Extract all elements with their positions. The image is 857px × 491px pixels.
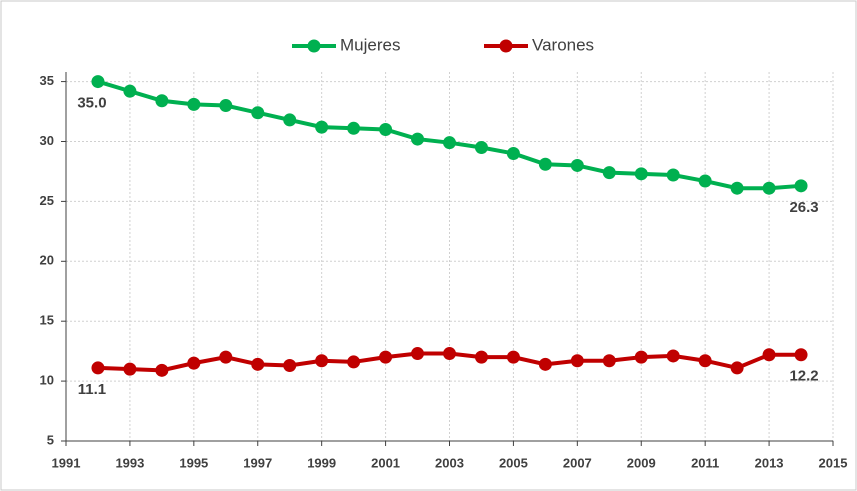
data-point <box>347 121 361 135</box>
data-point <box>570 158 584 172</box>
data-point <box>219 350 233 364</box>
x-tick-label: 1997 <box>243 455 272 470</box>
y-tick-label: 25 <box>40 193 54 208</box>
data-point <box>123 362 137 376</box>
data-point <box>155 94 169 108</box>
data-point <box>666 349 680 363</box>
data-point <box>187 356 201 370</box>
data-point <box>698 354 712 368</box>
x-tick-label: 1995 <box>179 455 208 470</box>
data-point <box>730 361 744 375</box>
data-point <box>698 174 712 188</box>
data-point <box>443 347 456 361</box>
data-point <box>634 167 648 181</box>
data-point <box>379 123 393 137</box>
data-point <box>570 354 584 368</box>
data-point <box>411 132 425 146</box>
data-point <box>91 361 105 375</box>
y-tick-label: 35 <box>40 73 54 88</box>
data-label: 35.0 <box>77 95 106 112</box>
data-point <box>474 140 488 154</box>
data-point <box>602 166 616 180</box>
y-tick-label: 30 <box>40 133 54 148</box>
data-point <box>474 350 488 364</box>
data-point <box>379 350 393 364</box>
data-point <box>315 354 329 368</box>
data-point <box>283 113 297 127</box>
x-tick-label: 2011 <box>691 455 719 470</box>
x-tick-label: 2005 <box>499 455 528 470</box>
x-tick-label: 1991 <box>52 455 81 470</box>
y-tick-label: 10 <box>40 373 54 388</box>
y-tick-label: 5 <box>47 432 54 447</box>
data-point <box>91 75 105 89</box>
legend-marker <box>307 39 321 53</box>
x-tick-label: 2015 <box>819 455 848 470</box>
data-point <box>443 136 456 150</box>
data-label: 26.3 <box>789 199 818 216</box>
y-tick-label: 20 <box>40 253 54 268</box>
data-label: 12.2 <box>789 368 818 385</box>
data-point <box>347 355 361 369</box>
x-tick-label: 2007 <box>563 455 592 470</box>
data-point <box>283 359 297 373</box>
data-point <box>155 363 169 377</box>
data-label: 11.1 <box>78 381 106 398</box>
data-point <box>506 146 520 160</box>
data-point <box>666 168 680 182</box>
data-point <box>506 350 520 364</box>
data-point <box>794 179 808 193</box>
data-point <box>762 348 776 362</box>
data-point <box>634 350 648 364</box>
data-point <box>251 357 265 371</box>
data-point <box>219 99 233 113</box>
data-point <box>123 84 137 98</box>
data-point <box>538 357 552 371</box>
data-point <box>762 181 776 195</box>
x-tick-label: 1999 <box>307 455 336 470</box>
data-point <box>411 347 425 361</box>
x-tick-label: 2013 <box>755 455 784 470</box>
data-point <box>187 97 201 111</box>
data-point <box>538 157 552 171</box>
data-point <box>730 181 744 195</box>
data-point <box>794 348 808 362</box>
x-tick-label: 2003 <box>435 455 464 470</box>
legend-marker <box>499 39 513 53</box>
legend-label: Mujeres <box>340 35 400 54</box>
data-point <box>251 106 265 120</box>
legend-label: Varones <box>532 35 594 54</box>
y-tick-label: 15 <box>40 313 54 328</box>
x-tick-label: 1993 <box>115 455 144 470</box>
x-tick-label: 2001 <box>371 455 400 470</box>
data-point <box>602 354 616 368</box>
x-tick-label: 2009 <box>627 455 656 470</box>
data-point <box>315 120 329 134</box>
